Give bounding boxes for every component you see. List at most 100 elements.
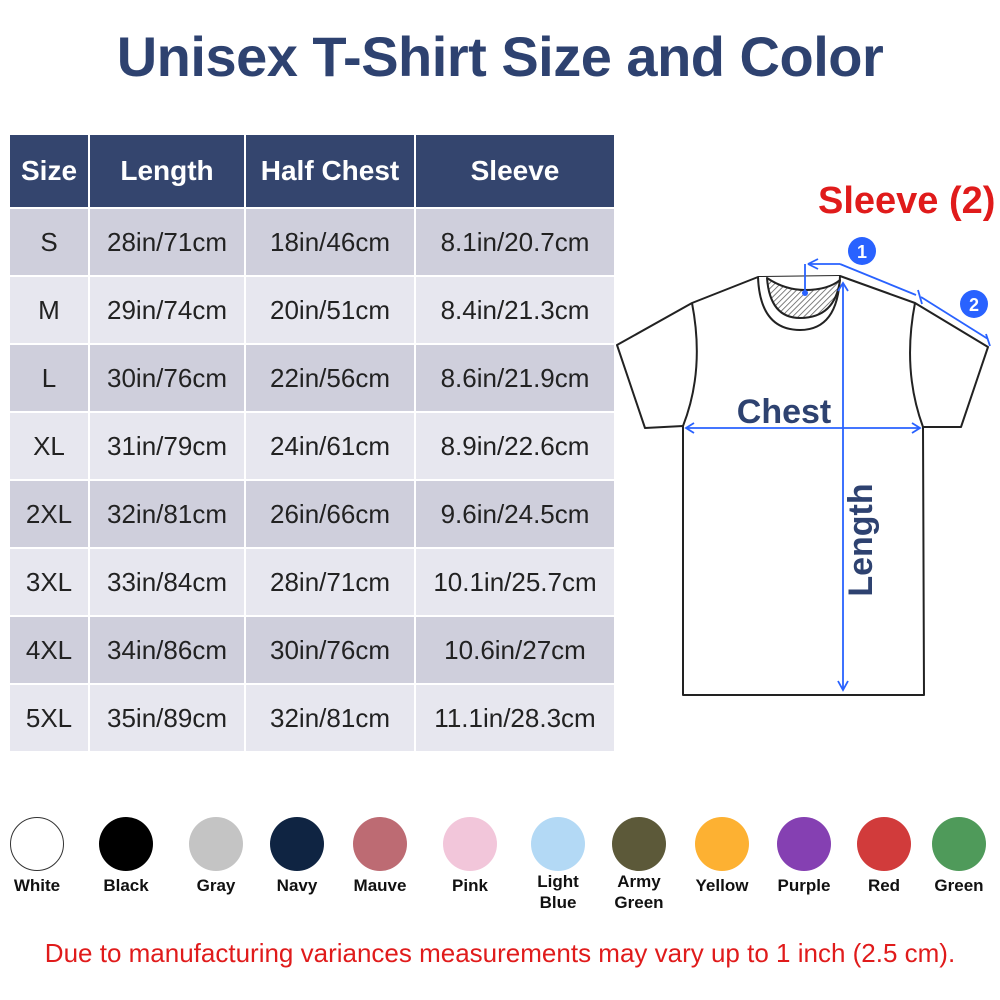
measurement-line <box>985 333 991 347</box>
length-cell: 29in/74cm <box>89 275 246 344</box>
measurement-line <box>837 680 849 692</box>
sleeve-cell: 8.1in/20.7cm <box>415 207 614 276</box>
right-armhole <box>909 302 924 428</box>
color-name: Yellow <box>695 876 749 895</box>
marker-1-badge <box>848 237 876 265</box>
size-cell: 4XL <box>10 615 90 684</box>
color-name: Black <box>103 876 149 895</box>
sleeve-cell: 10.6in/27cm <box>415 615 614 684</box>
sleeve-title: Sleeve (2) <box>818 180 996 222</box>
measurement-line <box>911 422 922 434</box>
marker-1-label: 1 <box>857 242 867 262</box>
shirt-outline <box>616 275 989 696</box>
header-half-chest: Half Chest <box>245 135 416 208</box>
color-dot <box>270 817 324 871</box>
color-name: Purple <box>777 876 831 895</box>
color-dot <box>189 817 243 871</box>
table-row: L 30in/76cm 22in/56cm 8.6in/21.9cm <box>10 343 614 412</box>
table-row: 5XL 35in/89cm 32in/81cm 11.1in/28.3cm <box>10 683 614 751</box>
color-swatch-light-blue: Light Blue <box>530 817 586 913</box>
color-name: Navy <box>276 876 318 895</box>
half-chest-cell: 28in/71cm <box>245 547 416 616</box>
color-swatch-pink: Pink <box>442 817 498 896</box>
color-dot <box>695 817 749 871</box>
length-cell: 32in/81cm <box>89 479 246 548</box>
header-sleeve: Sleeve <box>415 135 614 208</box>
half-chest-cell: 20in/51cm <box>245 275 416 344</box>
length-cell: 30in/76cm <box>89 343 246 412</box>
length-label: Length <box>842 483 880 596</box>
color-dot <box>10 817 64 871</box>
size-cell: 2XL <box>10 479 90 548</box>
size-cell: XL <box>10 411 90 480</box>
table-row: 4XL 34in/86cm 30in/76cm 10.6in/27cm <box>10 615 614 684</box>
color-swatch-yellow: Yellow <box>694 817 750 896</box>
table-row: M 29in/74cm 20in/51cm 8.4in/21.3cm <box>10 275 614 344</box>
chest-label: Chest <box>737 393 831 431</box>
color-dot <box>777 817 831 871</box>
size-cell: M <box>10 275 90 344</box>
measurement-line <box>807 258 840 265</box>
length-cell: 33in/84cm <box>89 547 246 616</box>
length-cell: 31in/79cm <box>89 411 246 480</box>
size-table: Size Length Half Chest Sleeve S 28in/71cm… <box>10 135 614 751</box>
color-swatch-white: White <box>9 817 65 896</box>
measurement-line <box>837 281 849 292</box>
color-swatches: White Black Gray Navy Mauve Pink Light Blue Arm… <box>0 817 1000 927</box>
table-row: 3XL 33in/84cm 28in/71cm 10.1in/25.7cm <box>10 547 614 616</box>
color-dot <box>612 817 666 871</box>
length-cell: 28in/71cm <box>89 207 246 276</box>
color-dot <box>531 817 585 871</box>
color-name: Army Green <box>614 872 664 912</box>
size-cell: S <box>10 207 90 276</box>
size-cell: L <box>10 343 90 412</box>
left-armhole <box>682 302 698 427</box>
table-row: XL 31in/79cm 24in/61cm 8.9in/22.6cm <box>10 411 614 480</box>
table-row: S 28in/71cm 18in/46cm 8.1in/20.7cm <box>10 207 614 276</box>
measurement-line <box>684 422 695 434</box>
color-name: White <box>13 876 61 895</box>
marker-2-label: 2 <box>969 295 979 315</box>
color-swatch-purple: Purple <box>776 817 832 896</box>
color-swatch-army-green: Army Green <box>611 817 667 913</box>
half-chest-cell: 18in/46cm <box>245 207 416 276</box>
table-header-row: Size Length Half Chest Sleeve <box>10 135 614 208</box>
collar-inner <box>766 277 841 319</box>
measurement-note: Due to manufacturing variances measureme… <box>44 938 956 968</box>
size-cell: 5XL <box>10 683 90 751</box>
sleeve-cell: 9.6in/24.5cm <box>415 479 614 548</box>
color-name: Red <box>867 876 901 895</box>
color-swatch-red: Red <box>856 817 912 896</box>
header-size: Size <box>10 135 90 208</box>
sleeve-cell: 10.1in/25.7cm <box>415 547 614 616</box>
color-swatch-gray: Gray <box>188 817 244 896</box>
measure-point <box>802 290 808 296</box>
color-name: Pink <box>452 876 488 895</box>
color-name: Light Blue <box>537 872 579 912</box>
length-cell: 34in/86cm <box>89 615 246 684</box>
header-length: Length <box>89 135 246 208</box>
sleeve-cell: 8.6in/21.9cm <box>415 343 614 412</box>
size-cell: 3XL <box>10 547 90 616</box>
color-name: Green <box>934 876 984 895</box>
sleeve-cell: 11.1in/28.3cm <box>415 683 614 751</box>
measurement-line <box>839 263 917 296</box>
color-name: Mauve <box>353 876 407 895</box>
sleeve-cell: 8.9in/22.6cm <box>415 411 614 480</box>
color-dot <box>857 817 911 871</box>
marker-2-badge <box>960 290 988 318</box>
color-name: Gray <box>196 876 236 895</box>
measurement-line <box>920 296 989 340</box>
sleeve-cell: 8.4in/21.3cm <box>415 275 614 344</box>
measurement-line <box>807 263 819 270</box>
color-dot <box>99 817 153 871</box>
color-dot <box>443 817 497 871</box>
color-swatch-green: Green <box>931 817 987 896</box>
half-chest-cell: 22in/56cm <box>245 343 416 412</box>
color-dot <box>353 817 407 871</box>
page-title: Unisex T-Shirt Size and Color <box>116 25 884 88</box>
half-chest-cell: 26in/66cm <box>245 479 416 548</box>
length-cell: 35in/89cm <box>89 683 246 751</box>
half-chest-cell: 32in/81cm <box>245 683 416 751</box>
color-swatch-mauve: Mauve <box>352 817 408 896</box>
